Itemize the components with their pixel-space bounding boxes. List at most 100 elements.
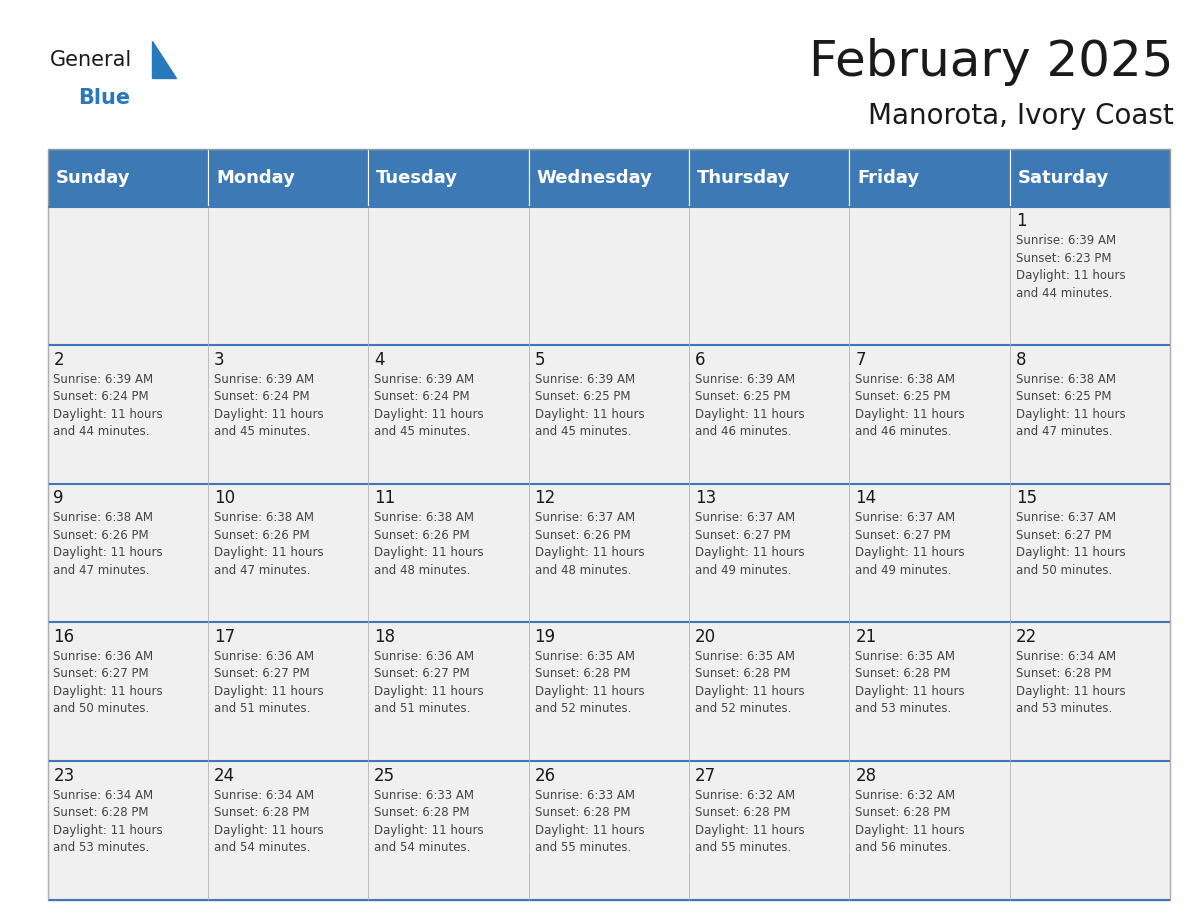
Text: 8: 8	[1016, 351, 1026, 369]
Text: Saturday: Saturday	[1018, 169, 1110, 186]
Text: Sunrise: 6:38 AM
Sunset: 6:25 PM
Daylight: 11 hours
and 46 minutes.: Sunrise: 6:38 AM Sunset: 6:25 PM Dayligh…	[855, 373, 965, 438]
Bar	[689, 207, 849, 345]
Bar	[368, 761, 529, 900]
Text: Sunrise: 6:38 AM
Sunset: 6:26 PM
Daylight: 11 hours
and 47 minutes.: Sunrise: 6:38 AM Sunset: 6:26 PM Dayligh…	[53, 511, 163, 577]
Bar	[849, 622, 1010, 761]
Text: 10: 10	[214, 489, 235, 508]
Text: Sunrise: 6:39 AM
Sunset: 6:23 PM
Daylight: 11 hours
and 44 minutes.: Sunrise: 6:39 AM Sunset: 6:23 PM Dayligh…	[1016, 234, 1125, 299]
Text: 9: 9	[53, 489, 64, 508]
Text: 20: 20	[695, 628, 716, 646]
Text: 28: 28	[855, 767, 877, 785]
Bar	[1010, 345, 1170, 484]
Bar	[689, 149, 849, 207]
Text: Sunrise: 6:39 AM
Sunset: 6:25 PM
Daylight: 11 hours
and 45 minutes.: Sunrise: 6:39 AM Sunset: 6:25 PM Dayligh…	[535, 373, 644, 438]
Text: Sunrise: 6:34 AM
Sunset: 6:28 PM
Daylight: 11 hours
and 54 minutes.: Sunrise: 6:34 AM Sunset: 6:28 PM Dayligh…	[214, 789, 323, 854]
Text: Sunrise: 6:36 AM
Sunset: 6:27 PM
Daylight: 11 hours
and 51 minutes.: Sunrise: 6:36 AM Sunset: 6:27 PM Dayligh…	[374, 650, 484, 715]
Text: February 2025: February 2025	[809, 38, 1174, 85]
Bar	[689, 345, 849, 484]
Bar	[529, 761, 689, 900]
Bar	[208, 622, 368, 761]
Bar	[529, 484, 689, 622]
Text: Sunrise: 6:35 AM
Sunset: 6:28 PM
Daylight: 11 hours
and 53 minutes.: Sunrise: 6:35 AM Sunset: 6:28 PM Dayligh…	[855, 650, 965, 715]
Text: 2: 2	[53, 351, 64, 369]
Text: Sunrise: 6:39 AM
Sunset: 6:25 PM
Daylight: 11 hours
and 46 minutes.: Sunrise: 6:39 AM Sunset: 6:25 PM Dayligh…	[695, 373, 804, 438]
Bar	[368, 345, 529, 484]
Text: 16: 16	[53, 628, 75, 646]
Bar	[208, 149, 368, 207]
Bar	[48, 484, 208, 622]
Text: Blue: Blue	[78, 88, 131, 108]
Text: 21: 21	[855, 628, 877, 646]
Bar	[368, 484, 529, 622]
Text: Sunrise: 6:32 AM
Sunset: 6:28 PM
Daylight: 11 hours
and 56 minutes.: Sunrise: 6:32 AM Sunset: 6:28 PM Dayligh…	[855, 789, 965, 854]
Bar	[1010, 484, 1170, 622]
Bar	[208, 345, 368, 484]
Text: 3: 3	[214, 351, 225, 369]
Text: Sunrise: 6:32 AM
Sunset: 6:28 PM
Daylight: 11 hours
and 55 minutes.: Sunrise: 6:32 AM Sunset: 6:28 PM Dayligh…	[695, 789, 804, 854]
Bar	[849, 761, 1010, 900]
Text: Sunrise: 6:39 AM
Sunset: 6:24 PM
Daylight: 11 hours
and 45 minutes.: Sunrise: 6:39 AM Sunset: 6:24 PM Dayligh…	[214, 373, 323, 438]
Bar	[1010, 761, 1170, 900]
Bar	[849, 149, 1010, 207]
Bar	[849, 484, 1010, 622]
Text: 27: 27	[695, 767, 716, 785]
Text: 1: 1	[1016, 212, 1026, 230]
Bar	[689, 622, 849, 761]
Bar	[529, 207, 689, 345]
Text: 7: 7	[855, 351, 866, 369]
Text: 17: 17	[214, 628, 235, 646]
Bar	[529, 149, 689, 207]
Text: 19: 19	[535, 628, 556, 646]
Text: Sunrise: 6:34 AM
Sunset: 6:28 PM
Daylight: 11 hours
and 53 minutes.: Sunrise: 6:34 AM Sunset: 6:28 PM Dayligh…	[1016, 650, 1125, 715]
Bar	[48, 761, 208, 900]
Text: Wednesday: Wednesday	[537, 169, 652, 186]
Text: Sunrise: 6:34 AM
Sunset: 6:28 PM
Daylight: 11 hours
and 53 minutes.: Sunrise: 6:34 AM Sunset: 6:28 PM Dayligh…	[53, 789, 163, 854]
Text: Sunrise: 6:39 AM
Sunset: 6:24 PM
Daylight: 11 hours
and 45 minutes.: Sunrise: 6:39 AM Sunset: 6:24 PM Dayligh…	[374, 373, 484, 438]
Text: 14: 14	[855, 489, 877, 508]
Text: 11: 11	[374, 489, 396, 508]
Text: Sunrise: 6:33 AM
Sunset: 6:28 PM
Daylight: 11 hours
and 54 minutes.: Sunrise: 6:33 AM Sunset: 6:28 PM Dayligh…	[374, 789, 484, 854]
Bar	[529, 345, 689, 484]
Bar	[849, 345, 1010, 484]
Text: Thursday: Thursday	[697, 169, 790, 186]
Bar	[1010, 207, 1170, 345]
Text: Sunrise: 6:37 AM
Sunset: 6:27 PM
Daylight: 11 hours
and 49 minutes.: Sunrise: 6:37 AM Sunset: 6:27 PM Dayligh…	[695, 511, 804, 577]
Text: 13: 13	[695, 489, 716, 508]
Text: Sunday: Sunday	[56, 169, 129, 186]
Text: 6: 6	[695, 351, 706, 369]
Bar	[689, 761, 849, 900]
Text: Sunrise: 6:35 AM
Sunset: 6:28 PM
Daylight: 11 hours
and 52 minutes.: Sunrise: 6:35 AM Sunset: 6:28 PM Dayligh…	[535, 650, 644, 715]
Bar	[1010, 149, 1170, 207]
Text: Sunrise: 6:37 AM
Sunset: 6:27 PM
Daylight: 11 hours
and 50 minutes.: Sunrise: 6:37 AM Sunset: 6:27 PM Dayligh…	[1016, 511, 1125, 577]
Text: Manorota, Ivory Coast: Manorota, Ivory Coast	[868, 102, 1174, 129]
Bar	[208, 761, 368, 900]
Bar	[1010, 622, 1170, 761]
Text: Monday: Monday	[216, 169, 295, 186]
Text: Sunrise: 6:37 AM
Sunset: 6:27 PM
Daylight: 11 hours
and 49 minutes.: Sunrise: 6:37 AM Sunset: 6:27 PM Dayligh…	[855, 511, 965, 577]
Text: Sunrise: 6:38 AM
Sunset: 6:25 PM
Daylight: 11 hours
and 47 minutes.: Sunrise: 6:38 AM Sunset: 6:25 PM Dayligh…	[1016, 373, 1125, 438]
Bar	[849, 207, 1010, 345]
Bar	[689, 484, 849, 622]
Text: Tuesday: Tuesday	[377, 169, 459, 186]
Text: Sunrise: 6:36 AM
Sunset: 6:27 PM
Daylight: 11 hours
and 50 minutes.: Sunrise: 6:36 AM Sunset: 6:27 PM Dayligh…	[53, 650, 163, 715]
Text: 5: 5	[535, 351, 545, 369]
Polygon shape	[152, 41, 176, 78]
Bar	[208, 207, 368, 345]
Text: 24: 24	[214, 767, 235, 785]
Bar	[48, 207, 208, 345]
Bar	[368, 149, 529, 207]
Text: Sunrise: 6:33 AM
Sunset: 6:28 PM
Daylight: 11 hours
and 55 minutes.: Sunrise: 6:33 AM Sunset: 6:28 PM Dayligh…	[535, 789, 644, 854]
Text: 4: 4	[374, 351, 385, 369]
Text: General: General	[50, 50, 132, 70]
Text: 23: 23	[53, 767, 75, 785]
Text: 22: 22	[1016, 628, 1037, 646]
Text: Sunrise: 6:39 AM
Sunset: 6:24 PM
Daylight: 11 hours
and 44 minutes.: Sunrise: 6:39 AM Sunset: 6:24 PM Dayligh…	[53, 373, 163, 438]
Text: Sunrise: 6:38 AM
Sunset: 6:26 PM
Daylight: 11 hours
and 47 minutes.: Sunrise: 6:38 AM Sunset: 6:26 PM Dayligh…	[214, 511, 323, 577]
Bar	[48, 149, 208, 207]
Bar	[208, 484, 368, 622]
Text: Sunrise: 6:38 AM
Sunset: 6:26 PM
Daylight: 11 hours
and 48 minutes.: Sunrise: 6:38 AM Sunset: 6:26 PM Dayligh…	[374, 511, 484, 577]
Text: Sunrise: 6:37 AM
Sunset: 6:26 PM
Daylight: 11 hours
and 48 minutes.: Sunrise: 6:37 AM Sunset: 6:26 PM Dayligh…	[535, 511, 644, 577]
Text: Sunrise: 6:35 AM
Sunset: 6:28 PM
Daylight: 11 hours
and 52 minutes.: Sunrise: 6:35 AM Sunset: 6:28 PM Dayligh…	[695, 650, 804, 715]
Bar	[529, 622, 689, 761]
Text: Friday: Friday	[858, 169, 920, 186]
